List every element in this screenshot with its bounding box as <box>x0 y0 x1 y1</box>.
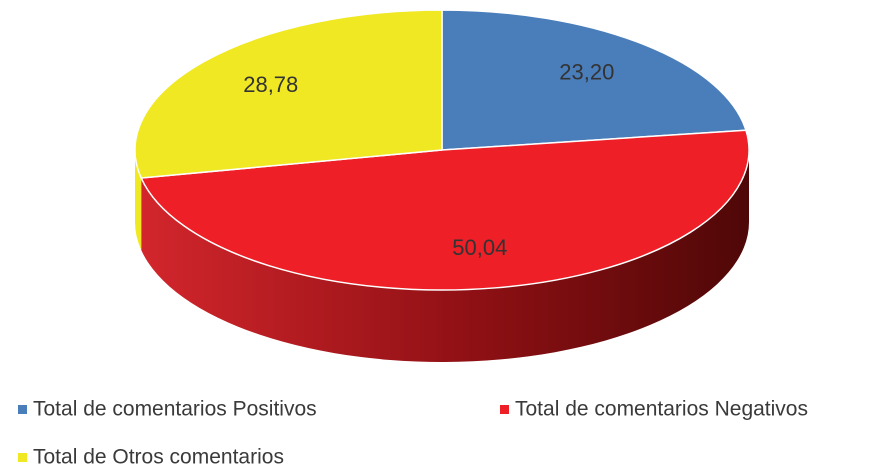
legend-swatch <box>500 405 509 414</box>
slice <box>134 9 443 179</box>
legend-label: Total de Otros comentarios <box>33 446 284 469</box>
slice-side <box>141 150 749 362</box>
legend-label: Total de comentarios Positivos <box>33 398 317 421</box>
legend-label: Total de comentarios Negativos <box>515 398 808 421</box>
slice <box>140 129 750 291</box>
value-label: 28,78 <box>243 72 298 97</box>
value-label: 23,20 <box>559 60 614 85</box>
value-label: 50,04 <box>452 235 507 260</box>
legend-swatch <box>18 405 27 414</box>
legend-swatch <box>18 453 27 462</box>
slice <box>441 9 747 151</box>
